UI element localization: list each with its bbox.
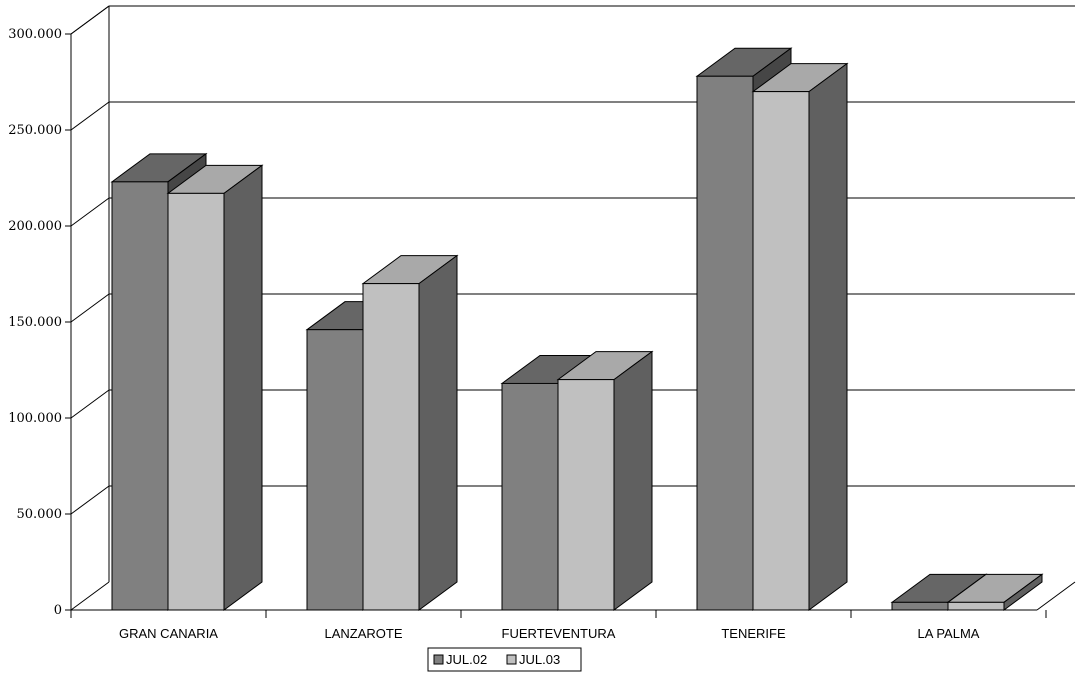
bar-jul02-gran-canaria [111,181,169,611]
side-wall-gridline [70,389,110,419]
side-wall-top [70,5,110,35]
y-tick-label: 50.000 [17,507,63,522]
x-tick-label: LA PALMA [918,626,980,641]
side-wall-gridline [70,485,110,515]
legend-swatch [506,654,517,665]
y-tick-label: 300.000 [8,27,62,42]
bar-jul03-la-palma [947,601,1005,611]
y-tick-label: 150.000 [8,315,62,330]
bar-jul02-fuerteventura [501,382,559,611]
x-tick-label: FUERTEVENTURA [502,626,616,641]
side-wall-gridline [70,581,110,611]
side-wall-gridline [70,197,110,227]
bar-jul02-lanzarote [306,329,364,611]
bar-jul03-fuerteventura [557,379,615,611]
y-tick-label: 0 [54,603,62,618]
bar-jul02-la-palma [891,601,949,611]
bar-side-face [223,164,263,611]
y-tick-label: 200.000 [8,219,62,234]
side-wall-gridline [70,101,110,131]
legend-label: JUL.03 [519,652,560,667]
legend [427,647,582,672]
bar-jul03-tenerife [752,91,810,611]
side-wall-gridline [70,293,110,323]
bar-jul03-gran-canaria [167,192,225,611]
x-tick-label: LANZAROTE [324,626,402,641]
x-tick-label: TENERIFE [721,626,786,641]
floor-right-edge [1036,581,1076,611]
y-tick-label: 250.000 [8,123,62,138]
bar-side-face [418,254,458,611]
legend-label: JUL.02 [446,652,487,667]
y-tick-label: 100.000 [8,411,62,426]
x-tick-label: GRAN CANARIA [119,626,218,641]
legend-swatch [433,654,444,665]
bar-side-face [613,350,653,611]
bar-side-face [808,62,848,611]
bar-jul03-lanzarote [362,283,420,611]
bar-jul02-tenerife [696,75,754,611]
